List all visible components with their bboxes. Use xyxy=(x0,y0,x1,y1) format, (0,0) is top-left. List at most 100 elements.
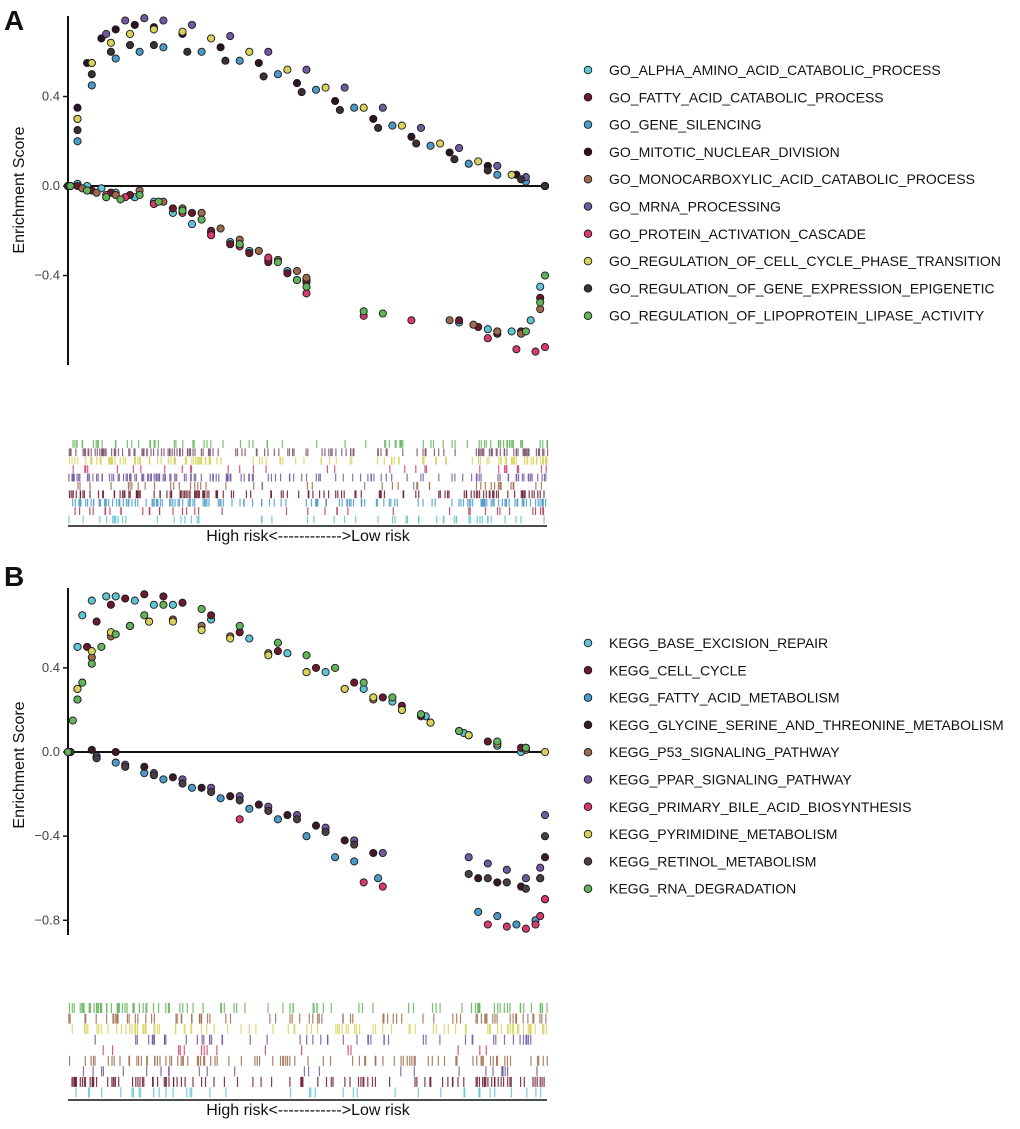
point-go-regulation-of-cell-cycle-phase-transition xyxy=(436,139,445,148)
rug-tick xyxy=(87,1024,89,1035)
point-kegg-base-excision-repair xyxy=(130,596,139,605)
rug-tick xyxy=(396,498,398,507)
rug-tick xyxy=(540,1003,542,1013)
point-go-fatty-acid-catabolic-process xyxy=(455,316,464,325)
rug-tick xyxy=(471,1034,473,1045)
point-kegg-base-excision-repair xyxy=(87,596,96,605)
rug-tick xyxy=(273,448,275,457)
point-go-protein-activation-cascade xyxy=(302,289,311,298)
rug-tick xyxy=(177,498,179,507)
point-kegg-pyrimidine-metabolism xyxy=(145,617,154,626)
rug-tick xyxy=(500,1024,502,1035)
rug-tick xyxy=(255,448,257,457)
rug-tick xyxy=(434,498,436,507)
y-tick-label: 0.4 xyxy=(42,89,60,104)
point-kegg-retinol-metabolism xyxy=(350,840,359,849)
rug-tick xyxy=(202,490,204,499)
point-go-protein-activation-cascade xyxy=(483,334,492,343)
rug-tick xyxy=(92,1066,94,1077)
rug-tick xyxy=(229,1013,232,1024)
rug-tick xyxy=(92,473,94,482)
rug-tick xyxy=(451,440,453,448)
rug-tick xyxy=(531,473,533,482)
rug-tick xyxy=(312,490,314,499)
rug-tick xyxy=(133,1003,135,1013)
rug-tick xyxy=(280,456,282,465)
rug-tick xyxy=(74,440,76,448)
point-kegg-pyrimidine-metabolism xyxy=(197,626,206,635)
point-kegg-fatty-acid-metabolism xyxy=(374,874,383,883)
rug-tick xyxy=(113,1013,115,1024)
rug-tick xyxy=(209,473,211,482)
rug-tick xyxy=(442,1076,444,1087)
rug-tick xyxy=(504,515,506,524)
rug-tick xyxy=(270,490,272,499)
rug-tick xyxy=(209,456,211,465)
rug-tick xyxy=(191,1013,193,1024)
rug-tick xyxy=(140,1055,142,1066)
point-kegg-glycine-serine-and-threonine-metabolism xyxy=(140,762,149,771)
point-kegg-primary-bile-acid-biosynthesis xyxy=(540,895,550,904)
rug-tick xyxy=(68,515,70,524)
rug-tick xyxy=(377,448,379,457)
rug-tick xyxy=(527,1034,530,1045)
rug-tick xyxy=(537,473,539,482)
rug-tick xyxy=(335,456,337,465)
rug-tick xyxy=(192,1003,194,1013)
legend-key xyxy=(583,747,593,757)
rug-tick xyxy=(126,1003,128,1013)
rug-tick xyxy=(504,456,506,465)
rug-tick xyxy=(408,1024,410,1035)
rug-tick xyxy=(337,490,339,499)
rug-tick xyxy=(431,1003,434,1013)
rug-tick xyxy=(352,448,354,457)
rug-tick xyxy=(220,1003,222,1013)
rug-tick xyxy=(266,440,269,448)
rug-tick xyxy=(150,473,152,482)
legend-key xyxy=(583,93,593,102)
rug-tick xyxy=(523,448,525,457)
rug-tick xyxy=(532,1076,534,1087)
rug-tick xyxy=(483,490,485,499)
point-kegg-glycine-serine-and-threonine-metabolism xyxy=(474,874,483,883)
rug-tick xyxy=(200,473,202,482)
rug-tick xyxy=(413,482,415,490)
rug-tick xyxy=(157,498,159,507)
rug-tick xyxy=(492,498,494,507)
rug-tick xyxy=(402,440,404,448)
rug-tick xyxy=(176,448,178,457)
rug-tick xyxy=(154,1024,156,1035)
legend-key xyxy=(583,202,593,211)
rug-tick xyxy=(76,440,78,448)
rug-tick xyxy=(371,1076,374,1087)
rug-tick xyxy=(114,515,116,524)
rug-tick xyxy=(442,515,445,524)
rug-tick xyxy=(417,482,419,490)
point-kegg-pyrimidine-metabolism xyxy=(464,731,473,740)
rug-tick xyxy=(362,1076,364,1087)
point-go-regulation-of-gene-expression-epigenetic xyxy=(87,70,96,79)
rug-tick xyxy=(234,1066,236,1077)
point-kegg-rna-degradation xyxy=(125,621,135,630)
rug-tick xyxy=(485,490,487,499)
rug-tick xyxy=(229,473,231,482)
rug-tick xyxy=(183,473,185,482)
rug-tick xyxy=(466,490,468,499)
rug-tick xyxy=(315,473,317,482)
rug-tick xyxy=(477,1003,479,1013)
rug-tick xyxy=(118,1003,120,1013)
rug-tick xyxy=(523,473,525,482)
rug-tick xyxy=(179,490,181,499)
rug-tick xyxy=(505,456,508,465)
point-go-regulation-of-lipoprotein-lipase-activity xyxy=(521,327,530,336)
rug-tick xyxy=(198,1055,200,1066)
rug-tick xyxy=(285,498,287,507)
rug-tick xyxy=(199,456,201,465)
rug-tick xyxy=(191,1087,193,1098)
point-kegg-fatty-acid-metabolism xyxy=(493,912,502,921)
rug-tick xyxy=(542,456,544,465)
rug-tick xyxy=(525,498,527,507)
rug-tick xyxy=(494,482,496,490)
rug-tick xyxy=(82,515,84,524)
rug-tick xyxy=(168,1066,170,1077)
